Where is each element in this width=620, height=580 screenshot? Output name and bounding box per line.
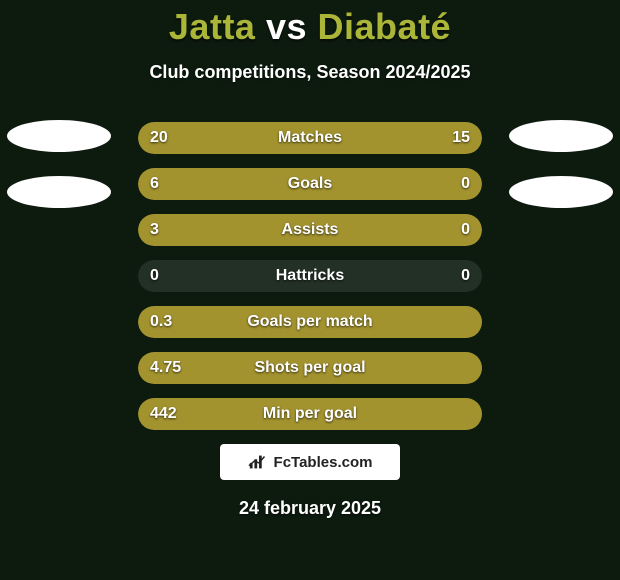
player2-portrait — [509, 120, 613, 152]
generated-date: 24 february 2025 — [0, 498, 620, 519]
player2-avatars — [506, 120, 616, 208]
credit-badge[interactable]: FcTables.com — [220, 444, 400, 480]
bar-fill-left — [138, 214, 399, 246]
stat-bar: 0.3Goals per match — [138, 306, 482, 338]
bar-fill-left — [138, 122, 334, 154]
credit-label: FcTables.com — [274, 454, 373, 471]
bar-track — [138, 260, 482, 292]
credit-chart-icon — [248, 454, 270, 470]
vs-separator: vs — [266, 6, 307, 47]
bar-fill-right — [399, 214, 482, 246]
stat-bar: 20Matches15 — [138, 122, 482, 154]
subtitle: Club competitions, Season 2024/2025 — [0, 62, 620, 83]
stat-bar: 4.75Shots per goal — [138, 352, 482, 384]
comparison-card: Jatta vs Diabaté Club competitions, Seas… — [0, 0, 620, 580]
player1-portrait — [7, 120, 111, 152]
bar-fill-right — [399, 168, 482, 200]
stat-bar: 442Min per goal — [138, 398, 482, 430]
player1-avatars — [4, 120, 114, 208]
bar-fill-left — [138, 306, 482, 338]
stat-bar: 6Goals0 — [138, 168, 482, 200]
player1-name: Jatta — [169, 6, 256, 47]
bar-fill-left — [138, 168, 399, 200]
bar-fill-right — [334, 122, 482, 154]
bar-fill-left — [138, 352, 482, 384]
stats-chart: 20Matches15 6Goals0 3Assists0 0Hattricks0 0.… — [138, 122, 482, 430]
player1-club-badge — [7, 176, 111, 208]
bar-fill-left — [138, 398, 482, 430]
stat-bar: 3Assists0 — [138, 214, 482, 246]
stat-bar: 0Hattricks0 — [138, 260, 482, 292]
player2-club-badge — [509, 176, 613, 208]
player2-name: Diabaté — [318, 6, 452, 47]
page-title: Jatta vs Diabaté — [0, 0, 620, 48]
